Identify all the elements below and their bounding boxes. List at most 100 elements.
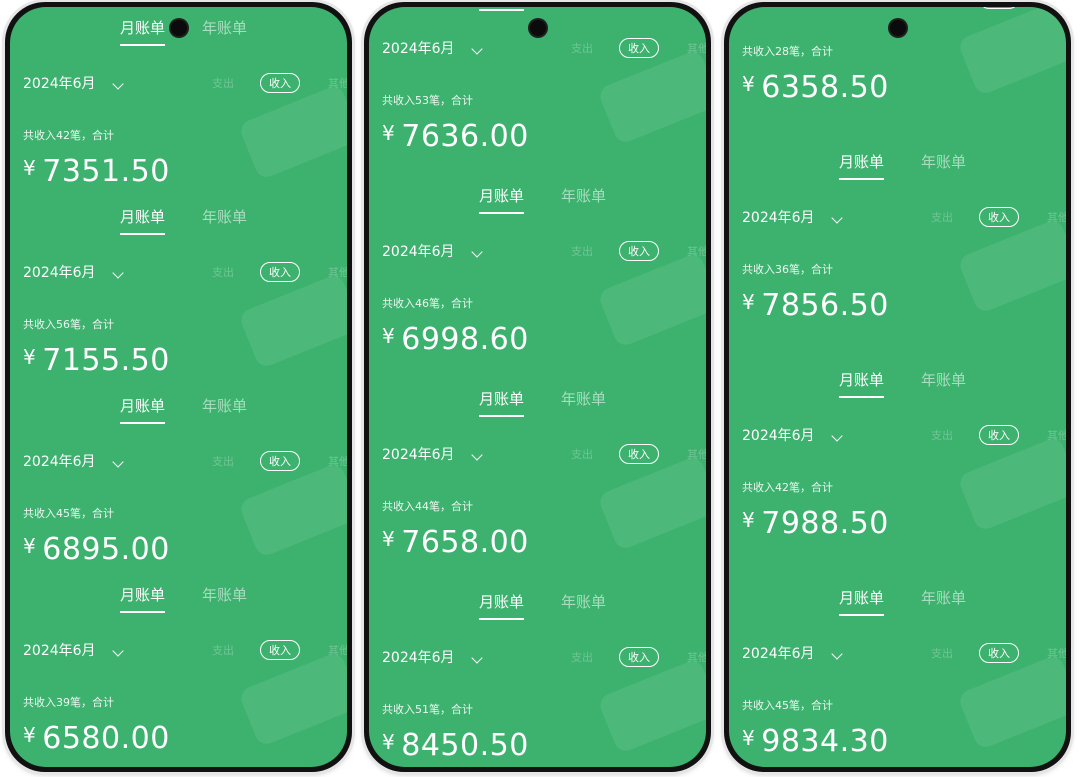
tab-yearly-bill[interactable]: 年账单 xyxy=(921,153,967,171)
month-selector[interactable]: 2024年6月 xyxy=(23,265,96,281)
filter-expense[interactable]: 支出 xyxy=(931,647,953,660)
month-selector[interactable]: 2024年6月 xyxy=(23,454,96,470)
month-selector[interactable]: 2024年6月 xyxy=(382,41,455,57)
filter-expense[interactable]: 支出 xyxy=(571,42,593,55)
filter-income[interactable]: 收入 xyxy=(619,241,659,261)
filter-other[interactable]: 其他 xyxy=(687,245,706,258)
tab-yearly-bill[interactable]: 年账单 xyxy=(202,397,248,415)
filter-expense[interactable]: 支出 xyxy=(212,266,234,279)
total-amount: ¥7155.50 xyxy=(23,343,170,378)
chevron-down-icon[interactable] xyxy=(831,648,843,660)
tab-yearly-bill[interactable]: 年账单 xyxy=(561,187,607,205)
filter-other[interactable]: 其他 xyxy=(328,455,347,468)
filter-other[interactable]: 其他 xyxy=(328,644,347,657)
month-selector[interactable]: 2024年6月 xyxy=(382,447,455,463)
month-selector-wrap xyxy=(105,77,124,96)
tab-yearly-bill[interactable]: 年账单 xyxy=(202,208,248,226)
tab-yearly-bill[interactable]: 年账单 xyxy=(561,390,607,408)
chevron-down-icon[interactable] xyxy=(471,246,483,258)
tab-monthly-bill[interactable]: 月账单 xyxy=(839,371,885,398)
card-watermark-icon xyxy=(237,461,347,559)
month-selector[interactable]: 2024年6月 xyxy=(382,650,455,666)
month-selector[interactable]: 2024年6月 xyxy=(742,646,815,662)
tab-yearly-bill[interactable]: 年账单 xyxy=(202,586,248,604)
tab-monthly-bill[interactable]: 月账单 xyxy=(120,208,166,235)
currency-symbol: ¥ xyxy=(382,527,396,551)
tab-monthly-bill[interactable]: 月账单 xyxy=(839,589,885,616)
filter-income[interactable]: 收入 xyxy=(979,643,1019,663)
filter-income[interactable]: 收入 xyxy=(619,647,659,667)
filter-other[interactable]: 其他 xyxy=(328,77,347,90)
amount-value: 7988.50 xyxy=(761,506,889,541)
total-amount: ¥6998.60 xyxy=(382,322,529,357)
chevron-down-icon[interactable] xyxy=(831,430,843,442)
tab-monthly-bill[interactable]: 月账单 xyxy=(479,593,525,620)
filter-expense[interactable]: 支出 xyxy=(931,211,953,224)
income-count-text: 共收入46笔，合计 xyxy=(382,297,473,310)
tab-monthly-bill[interactable]: 月账单 xyxy=(839,153,885,180)
card-watermark-icon xyxy=(956,217,1066,315)
chevron-down-icon[interactable] xyxy=(471,43,483,55)
tab-yearly-bill[interactable]: 年账单 xyxy=(921,371,967,389)
phone-screen: 月账单年账单2024年6月支出收入其他共收入53笔，合计¥7636.00月账单年… xyxy=(369,7,706,767)
front-camera xyxy=(170,20,187,36)
currency-symbol: ¥ xyxy=(742,726,756,750)
tab-monthly-bill[interactable]: 月账单 xyxy=(479,390,525,417)
chevron-down-icon[interactable] xyxy=(112,267,124,279)
phone-2: 月账单年账单2024年6月支出收入其他共收入53笔，合计¥7636.00月账单年… xyxy=(364,2,711,772)
filter-income[interactable]: 收入 xyxy=(979,207,1019,227)
tab-yearly-bill[interactable]: 年账单 xyxy=(921,589,967,607)
chevron-down-icon[interactable] xyxy=(831,212,843,224)
filter-other[interactable]: 其他 xyxy=(1047,211,1066,224)
tab-yearly-bill[interactable]: 年账单 xyxy=(202,19,248,37)
tab-monthly-bill[interactable]: 月账单 xyxy=(120,397,166,424)
income-count-text: 共收入42笔，合计 xyxy=(742,481,833,494)
chevron-down-icon[interactable] xyxy=(471,652,483,664)
total-amount: ¥7988.50 xyxy=(742,506,889,541)
filter-income[interactable]: 收入 xyxy=(260,640,300,660)
filter-income[interactable]: 收入 xyxy=(260,73,300,93)
filter-other[interactable]: 其他 xyxy=(1047,429,1066,442)
amount-value: 6358.50 xyxy=(761,70,889,105)
month-selector[interactable]: 2024年6月 xyxy=(742,210,815,226)
filter-expense[interactable]: 支出 xyxy=(571,651,593,664)
month-selector[interactable]: 2024年6月 xyxy=(742,7,815,9)
card-watermark-icon xyxy=(237,83,347,181)
amount-value: 7658.00 xyxy=(401,525,529,560)
chevron-down-icon[interactable] xyxy=(112,78,124,90)
filter-expense[interactable]: 支出 xyxy=(571,245,593,258)
filter-other[interactable]: 其他 xyxy=(687,42,706,55)
month-selector[interactable]: 2024年6月 xyxy=(23,643,96,659)
filter-income[interactable]: 收入 xyxy=(260,451,300,471)
filter-income[interactable]: 收入 xyxy=(619,444,659,464)
card-watermark-icon xyxy=(596,251,706,349)
income-count-text: 共收入45笔，合计 xyxy=(742,699,833,712)
filter-income[interactable]: 收入 xyxy=(979,425,1019,445)
month-selector-wrap xyxy=(464,448,483,467)
tab-monthly-bill[interactable]: 月账单 xyxy=(120,19,166,46)
month-selector[interactable]: 2024年6月 xyxy=(382,244,455,260)
filter-other[interactable]: 其他 xyxy=(1047,647,1066,660)
filter-other[interactable]: 其他 xyxy=(687,651,706,664)
filter-income[interactable]: 收入 xyxy=(619,38,659,58)
filter-income[interactable]: 收入 xyxy=(260,262,300,282)
tab-yearly-bill[interactable]: 年账单 xyxy=(561,593,607,611)
filter-expense[interactable]: 支出 xyxy=(212,77,234,90)
filter-expense[interactable]: 支出 xyxy=(212,644,234,657)
filter-expense[interactable]: 支出 xyxy=(931,429,953,442)
month-selector[interactable]: 2024年6月 xyxy=(23,76,96,92)
filter-other[interactable]: 其他 xyxy=(687,448,706,461)
tab-monthly-bill[interactable]: 月账单 xyxy=(120,586,166,613)
amount-value: 6895.00 xyxy=(42,532,170,567)
tab-monthly-bill[interactable]: 月账单 xyxy=(479,187,525,214)
filter-expense[interactable]: 支出 xyxy=(212,455,234,468)
chevron-down-icon[interactable] xyxy=(471,449,483,461)
amount-value: 6580.00 xyxy=(42,721,170,756)
filter-expense[interactable]: 支出 xyxy=(571,448,593,461)
chevron-down-icon[interactable] xyxy=(112,456,124,468)
chevron-down-icon[interactable] xyxy=(112,645,124,657)
month-selector[interactable]: 2024年6月 xyxy=(742,428,815,444)
total-amount: ¥9834.30 xyxy=(742,724,889,759)
filter-other[interactable]: 其他 xyxy=(328,266,347,279)
filter-income[interactable]: 收入 xyxy=(979,7,1019,9)
